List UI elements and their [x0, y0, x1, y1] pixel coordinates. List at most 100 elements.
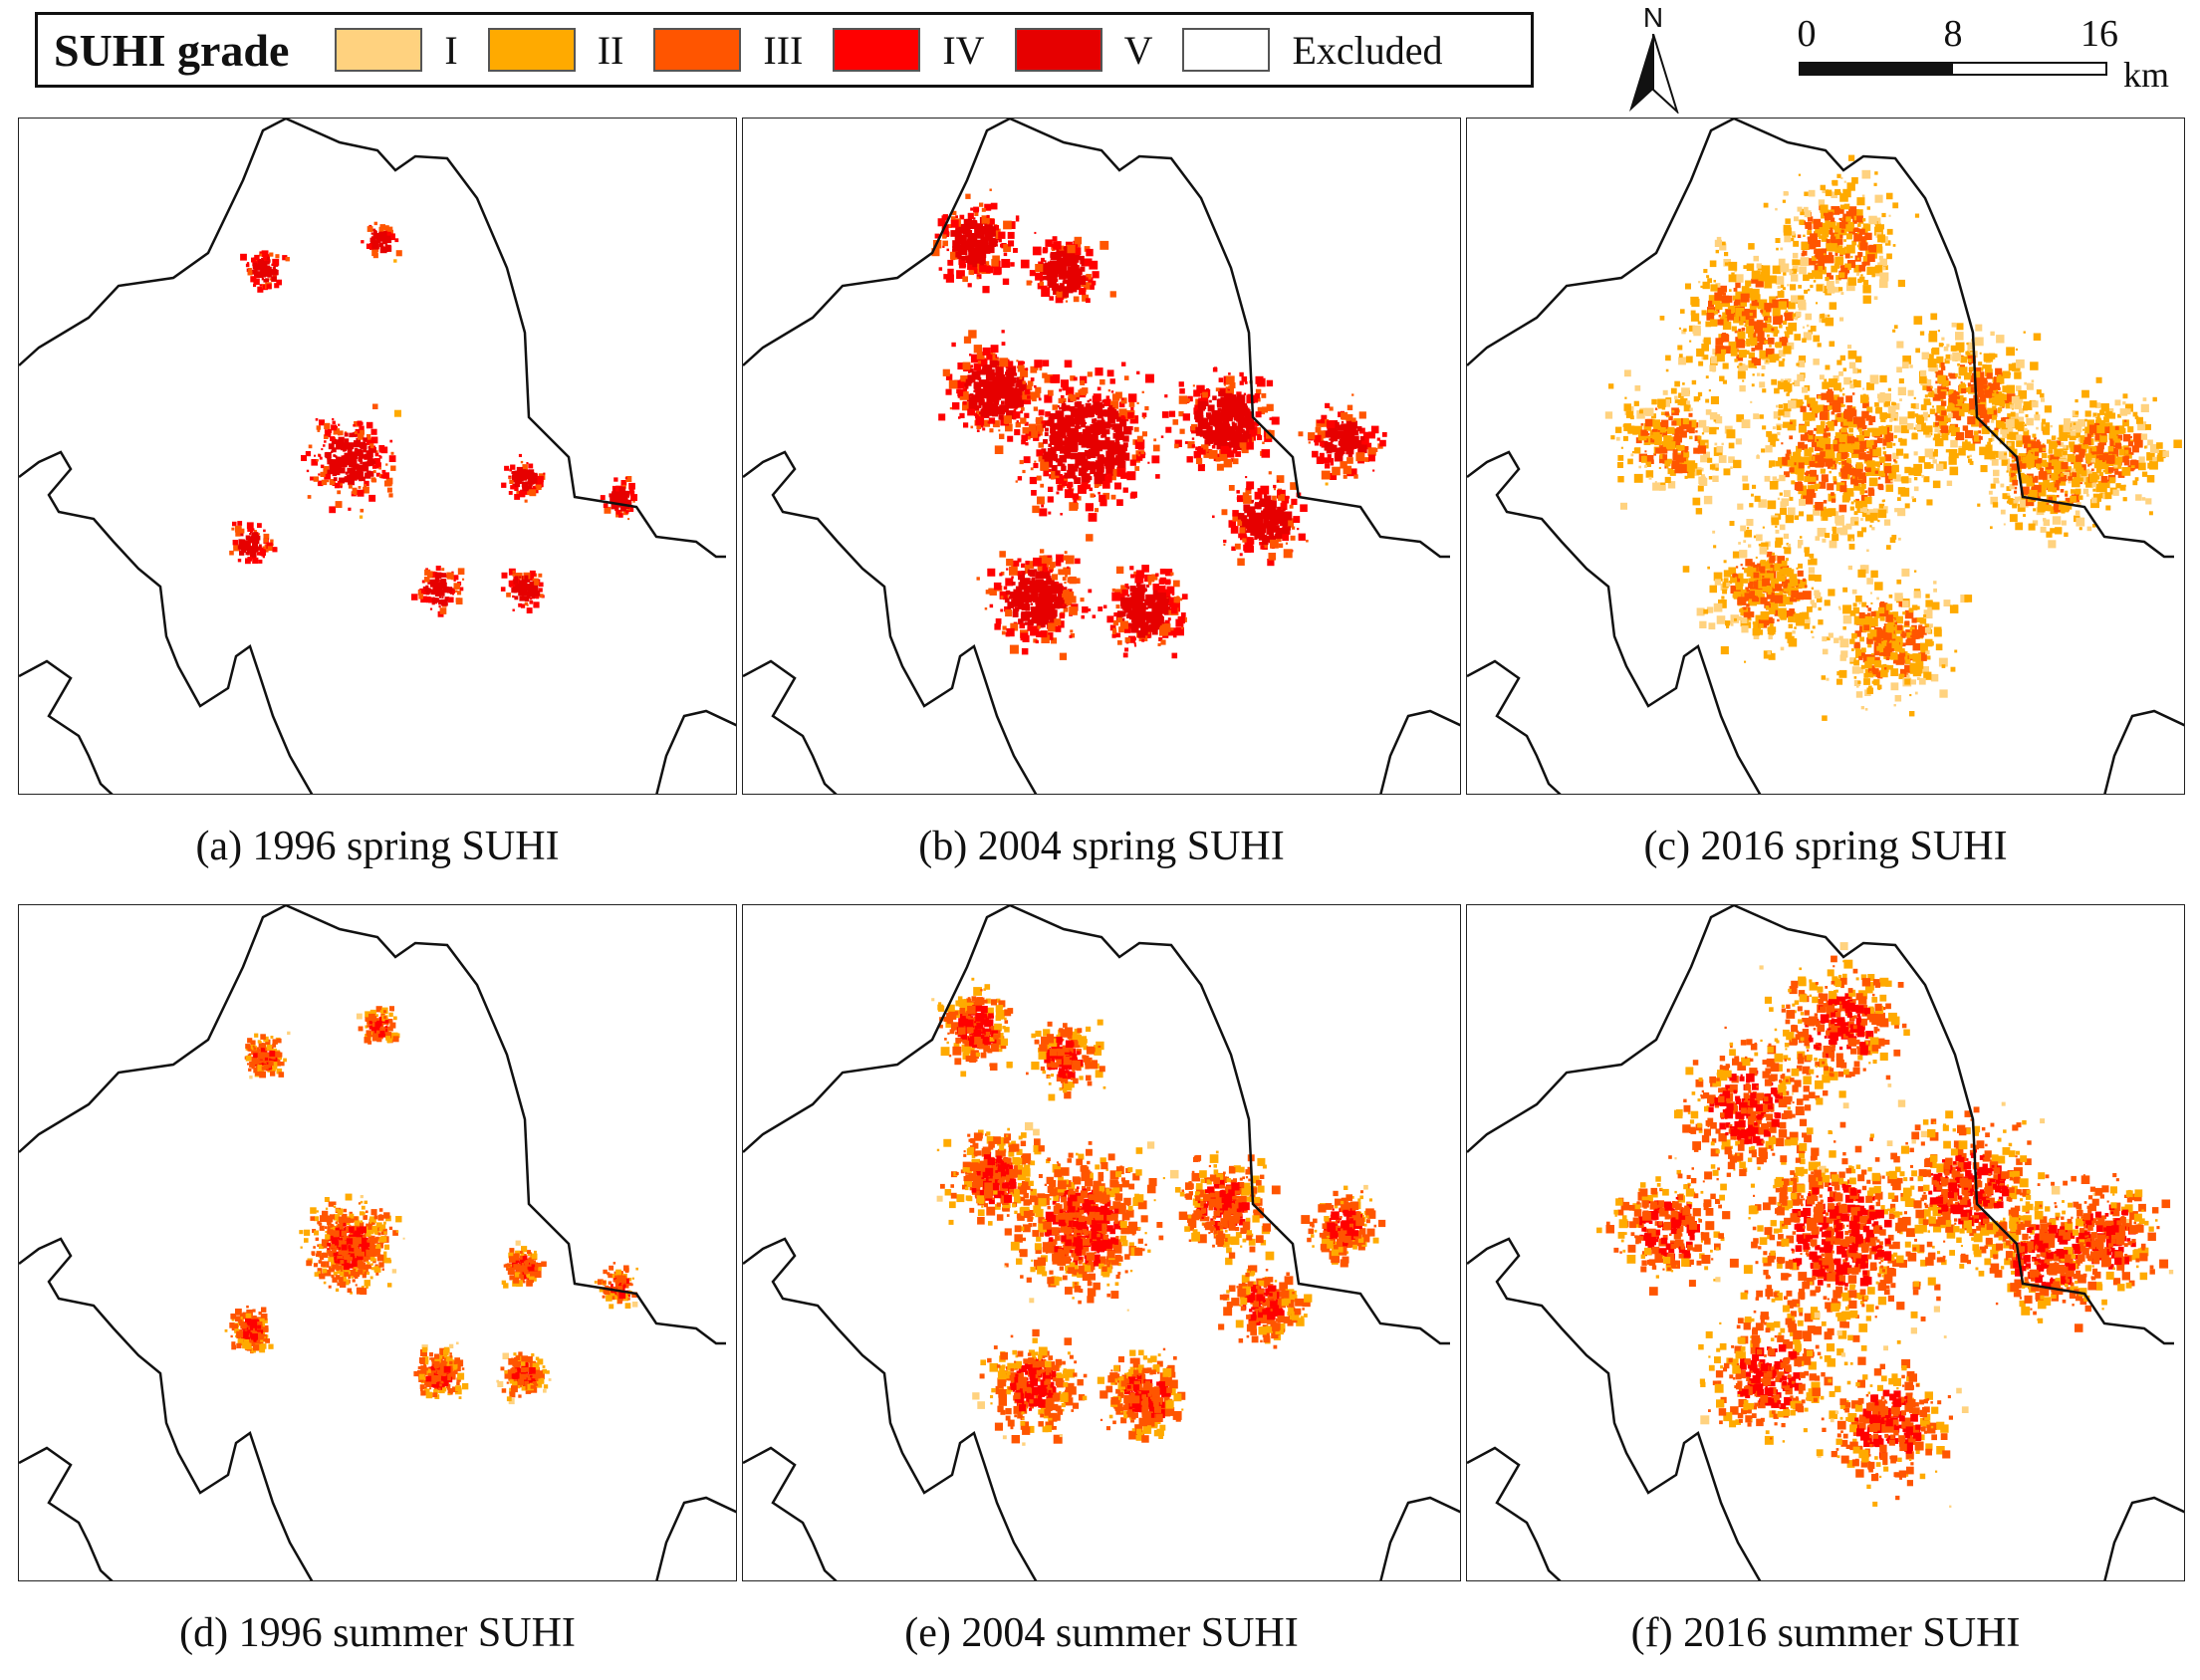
suhi-patch [1015, 586, 1023, 594]
suhi-patch [1120, 397, 1127, 404]
suhi-patch [1268, 553, 1277, 561]
suhi-patch [2111, 449, 2119, 457]
suhi-patch [1829, 470, 1832, 474]
suhi-patch [366, 421, 373, 429]
suhi-patch [1141, 390, 1144, 393]
suhi-patch [453, 583, 461, 590]
suhi-patch [1766, 551, 1773, 558]
suhi-patch [1105, 458, 1115, 467]
suhi-patch [1838, 402, 1843, 407]
suhi-patch [1033, 638, 1038, 643]
suhi-patch [1059, 652, 1068, 660]
suhi-patch [1881, 212, 1886, 218]
suhi-patch [2084, 410, 2091, 417]
suhi-patch [1287, 496, 1290, 499]
suhi-patch [1044, 600, 1053, 608]
suhi-patch [973, 217, 976, 220]
suhi-patch [1892, 452, 1899, 459]
suhi-patch [1098, 426, 1105, 435]
suhi-patch [1000, 572, 1005, 576]
suhi-patch [949, 406, 953, 410]
suhi-patch [1217, 407, 1222, 412]
suhi-patch [1026, 280, 1032, 286]
suhi-patch [977, 360, 981, 364]
suhi-patch [1317, 419, 1321, 424]
suhi-patch [1926, 385, 1933, 392]
suhi-patch [229, 550, 234, 556]
suhi-patch [1235, 425, 1244, 433]
suhi-patch [1062, 454, 1067, 459]
suhi-patch [1119, 620, 1128, 629]
suhi-patch [1228, 485, 1235, 491]
suhi-patch [1026, 384, 1033, 391]
suhi-patch [1006, 368, 1015, 377]
suhi-patch [2099, 409, 2105, 415]
suhi-patch [979, 423, 984, 428]
suhi-patch [374, 458, 380, 464]
suhi-patch [630, 494, 637, 501]
suhi-patch [1211, 445, 1216, 449]
suhi-patch [319, 419, 325, 426]
suhi-patch [518, 590, 524, 597]
suhi-patch [333, 428, 341, 435]
suhi-patch [352, 432, 357, 437]
suhi-patch [1722, 589, 1727, 595]
suhi-patch [1022, 390, 1031, 400]
suhi-patch [1745, 587, 1749, 592]
suhi-patch [1080, 259, 1086, 265]
suhi-patch [1338, 411, 1344, 417]
suhi-patch [1815, 488, 1819, 491]
suhi-patch [1195, 426, 1202, 434]
suhi-patch [1995, 367, 2003, 375]
suhi-patch [1064, 360, 1073, 368]
suhi-patch [1617, 462, 1623, 468]
suhi-patch [1019, 376, 1023, 380]
suhi-patch [1868, 477, 1878, 487]
suhi-patch [1853, 676, 1857, 679]
suhi-patch [247, 538, 253, 543]
suhi-patch [1236, 391, 1242, 397]
suhi-patch [1134, 466, 1140, 471]
suhi-patch [261, 553, 265, 557]
suhi-patch [447, 590, 451, 594]
suhi-patch [1039, 595, 1047, 602]
suhi-patch [2146, 452, 2155, 461]
legend-item-excluded: Excluded [1182, 27, 1443, 74]
suhi-patch [1034, 384, 1037, 388]
suhi-patch [259, 549, 266, 556]
suhi-patch [1157, 642, 1161, 646]
suhi-patch [1153, 594, 1159, 600]
suhi-patch [524, 472, 529, 478]
suhi-patch [1257, 488, 1260, 491]
suhi-patch [1122, 442, 1128, 448]
suhi-patch [332, 420, 336, 424]
suhi-patch [1247, 393, 1253, 399]
suhi-patch [965, 385, 969, 389]
suhi-patch [1165, 426, 1172, 433]
suhi-patch [529, 482, 533, 487]
suhi-patch [1840, 176, 1843, 179]
suhi-patch [1748, 611, 1755, 617]
suhi-patch [1836, 360, 1842, 365]
suhi-patch [1111, 426, 1115, 430]
suhi-patch [1055, 295, 1064, 304]
suhi-patch [967, 212, 974, 219]
suhi-patch [1105, 395, 1110, 399]
suhi-patch [1278, 543, 1284, 549]
suhi-patch [989, 188, 992, 191]
suhi-patch [1196, 409, 1204, 416]
suhi-patch [978, 388, 983, 392]
suhi-patch [2018, 416, 2025, 423]
suhi-patch [2089, 400, 2097, 408]
suhi-patch [1017, 571, 1023, 577]
suhi-patch [1160, 624, 1163, 628]
suhi-patch [978, 398, 985, 406]
suhi-patch [961, 240, 969, 248]
suhi-patch [1249, 488, 1252, 491]
suhi-patch [1206, 435, 1211, 440]
suhi-patch [2064, 532, 2069, 537]
suhi-patch [1043, 451, 1050, 458]
suhi-patch [1351, 422, 1356, 427]
suhi-patch [1204, 430, 1211, 437]
suhi-patch [1241, 376, 1248, 382]
